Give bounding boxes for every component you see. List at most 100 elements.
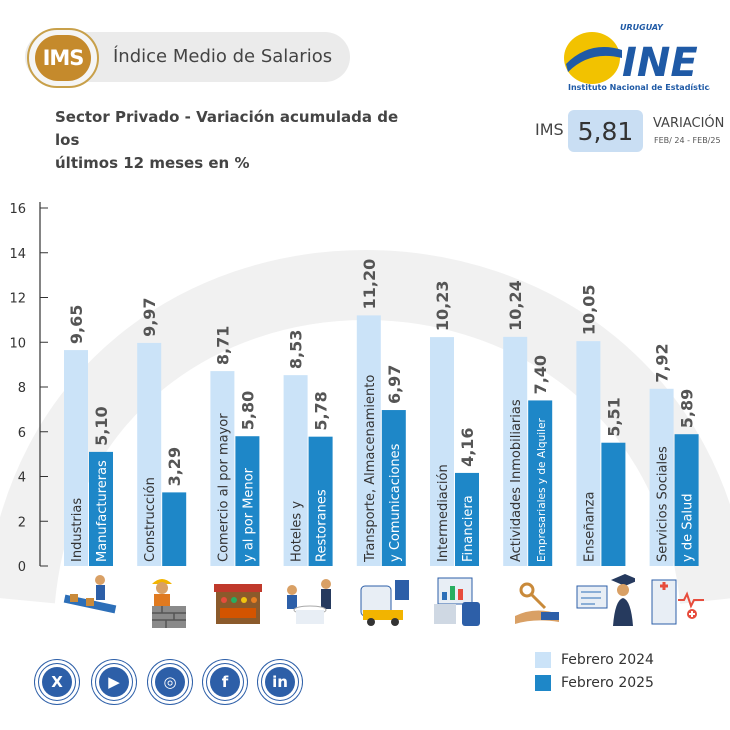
y-tick-label: 6 (18, 426, 26, 441)
value-label-feb2025: 5,78 (312, 391, 331, 430)
bar-feb2025 (162, 492, 187, 566)
y-tick-label: 16 (9, 202, 26, 217)
variation-label: VARIACIÓN (653, 116, 725, 131)
value-label-feb2024: 9,65 (67, 305, 86, 344)
bar-feb2025 (601, 442, 626, 566)
instagram-icon: ◎ (155, 667, 185, 697)
y-tick-label: 8 (18, 381, 26, 396)
linkedin-icon: in (265, 667, 295, 697)
bar-chart: 0 2 4 6 8 10 12 14 16 9,65 5,10 Industrias Manufactu… (9, 202, 699, 575)
value-label-feb2025: 5,89 (678, 389, 697, 428)
value-label-feb2025: 4,16 (458, 427, 477, 466)
category-label: Intermediación (436, 464, 451, 562)
restaurant-icon (287, 579, 331, 624)
legend-label-feb2025: Febrero 2025 (561, 675, 654, 691)
value-label-feb2024: 8,53 (287, 330, 306, 369)
value-label-feb2025: 6,97 (385, 365, 404, 404)
value-label-feb2025: 3,29 (165, 447, 184, 486)
ims-summary-value: 5,81 (568, 110, 643, 152)
chart-subtitle: Sector Privado - Variación acumulada de … (55, 106, 415, 175)
page-title: Índice Medio de Salarios (113, 46, 333, 67)
category-label-line2: Restoranes (315, 489, 330, 562)
bar-feb2024 (430, 337, 454, 566)
bar-feb2025 (674, 434, 699, 566)
logo-subtitle: Instituto Nacional de Estadística (568, 83, 710, 92)
value-label-feb2024: 9,97 (140, 297, 159, 336)
ims-badge: IMS (27, 28, 99, 88)
category-label: Transporte, Almacenamiento (363, 375, 378, 563)
value-label-feb2024: 11,20 (360, 259, 379, 310)
value-label-feb2025: 5,51 (604, 397, 623, 436)
legend-swatch-feb2025 (535, 675, 551, 691)
value-label-feb2024: 8,71 (213, 326, 232, 365)
market-stall-icon (214, 584, 262, 624)
value-label-feb2024: 10,24 (506, 280, 525, 331)
value-label-feb2025: 5,10 (92, 406, 111, 445)
category-label: Comercio al por mayor (216, 413, 231, 562)
bar-feb2024 (64, 350, 88, 566)
category-label-line2: y al por Menor (241, 467, 256, 562)
youtube-social-button[interactable]: ▶ (92, 660, 136, 704)
bar-feb2025 (308, 436, 333, 566)
logo-top-text: URUGUAY (620, 23, 664, 32)
ims-summary-label: IMS (535, 120, 564, 139)
y-tick-label: 10 (9, 336, 26, 351)
y-tick-label: 2 (18, 515, 26, 530)
legend-label-feb2024: Febrero 2024 (561, 652, 654, 668)
bar-feb2024 (649, 388, 674, 566)
value-label-feb2024: 7,92 (653, 343, 672, 382)
legend-swatch-feb2024 (535, 652, 551, 668)
category-label-line2: y de Salud (681, 493, 696, 562)
bar-feb2024 (210, 371, 235, 566)
legend-feb2025: Febrero 2025 (535, 674, 654, 692)
category-label: Enseñanza (582, 492, 597, 562)
subtitle-line2: últimos 12 meses en % (55, 154, 250, 172)
ine-logo: URUGUAY INE Instituto Nacional de Estadí… (564, 23, 710, 92)
factory-workers-icon (63, 575, 117, 614)
construction-worker-icon (152, 579, 186, 628)
value-label-feb2024: 10,23 (433, 280, 452, 331)
value-label-feb2025: 5,80 (238, 391, 257, 430)
bar-feb2024 (576, 341, 601, 566)
x-social-button[interactable]: X (35, 660, 79, 704)
category-label: Construcción (143, 477, 158, 562)
facebook-icon: f (210, 667, 240, 697)
category-label: Actividades Inmobiliarias (509, 399, 524, 562)
y-tick-label: 4 (18, 471, 26, 486)
value-label-feb2025: 7,40 (531, 355, 550, 394)
y-tick-label: 12 (9, 292, 26, 307)
category-label-line2: Empresariales y de Alquiler (536, 417, 548, 562)
linkedin-social-button[interactable]: in (258, 660, 302, 704)
y-tick-label: 14 (9, 247, 26, 262)
facebook-social-button[interactable]: f (203, 660, 247, 704)
bar-feb2024 (503, 336, 528, 566)
instagram-social-button[interactable]: ◎ (148, 660, 192, 704)
category-label: Industrias (70, 498, 85, 562)
finance-icon (434, 577, 480, 626)
category-label-line2: Manufactureras (95, 460, 110, 562)
real-estate-keys-icon (515, 582, 559, 624)
transport-icon (360, 580, 409, 626)
bar-feb2024 (356, 315, 381, 566)
subtitle-line1: Sector Privado - Variación acumulada de … (55, 108, 399, 149)
logo-brand: INE (622, 40, 698, 86)
value-label-feb2024: 10,05 (579, 285, 598, 336)
category-label: Hoteles y (290, 501, 305, 562)
bar-feb2025 (381, 410, 406, 566)
ims-badge-text: IMS (35, 35, 91, 81)
category-label-line2: y Comunicaciones (388, 443, 403, 562)
hospital-icon (651, 579, 704, 625)
y-tick-label: 0 (18, 560, 26, 575)
variation-period: FEB/ 24 - FEB/25 (654, 136, 721, 145)
bar-feb2025 (528, 400, 553, 566)
x-icon: X (42, 667, 72, 697)
legend-feb2024: Febrero 2024 (535, 651, 654, 669)
youtube-icon: ▶ (99, 667, 129, 697)
bar-feb2025 (235, 436, 260, 566)
category-label: Servicios Sociales (656, 446, 671, 562)
bar-feb2025 (455, 472, 479, 566)
bar-feb2024 (283, 375, 308, 566)
bar-feb2025 (89, 451, 113, 566)
graduate-teacher-icon (576, 574, 635, 626)
bar-feb2024 (137, 342, 162, 566)
